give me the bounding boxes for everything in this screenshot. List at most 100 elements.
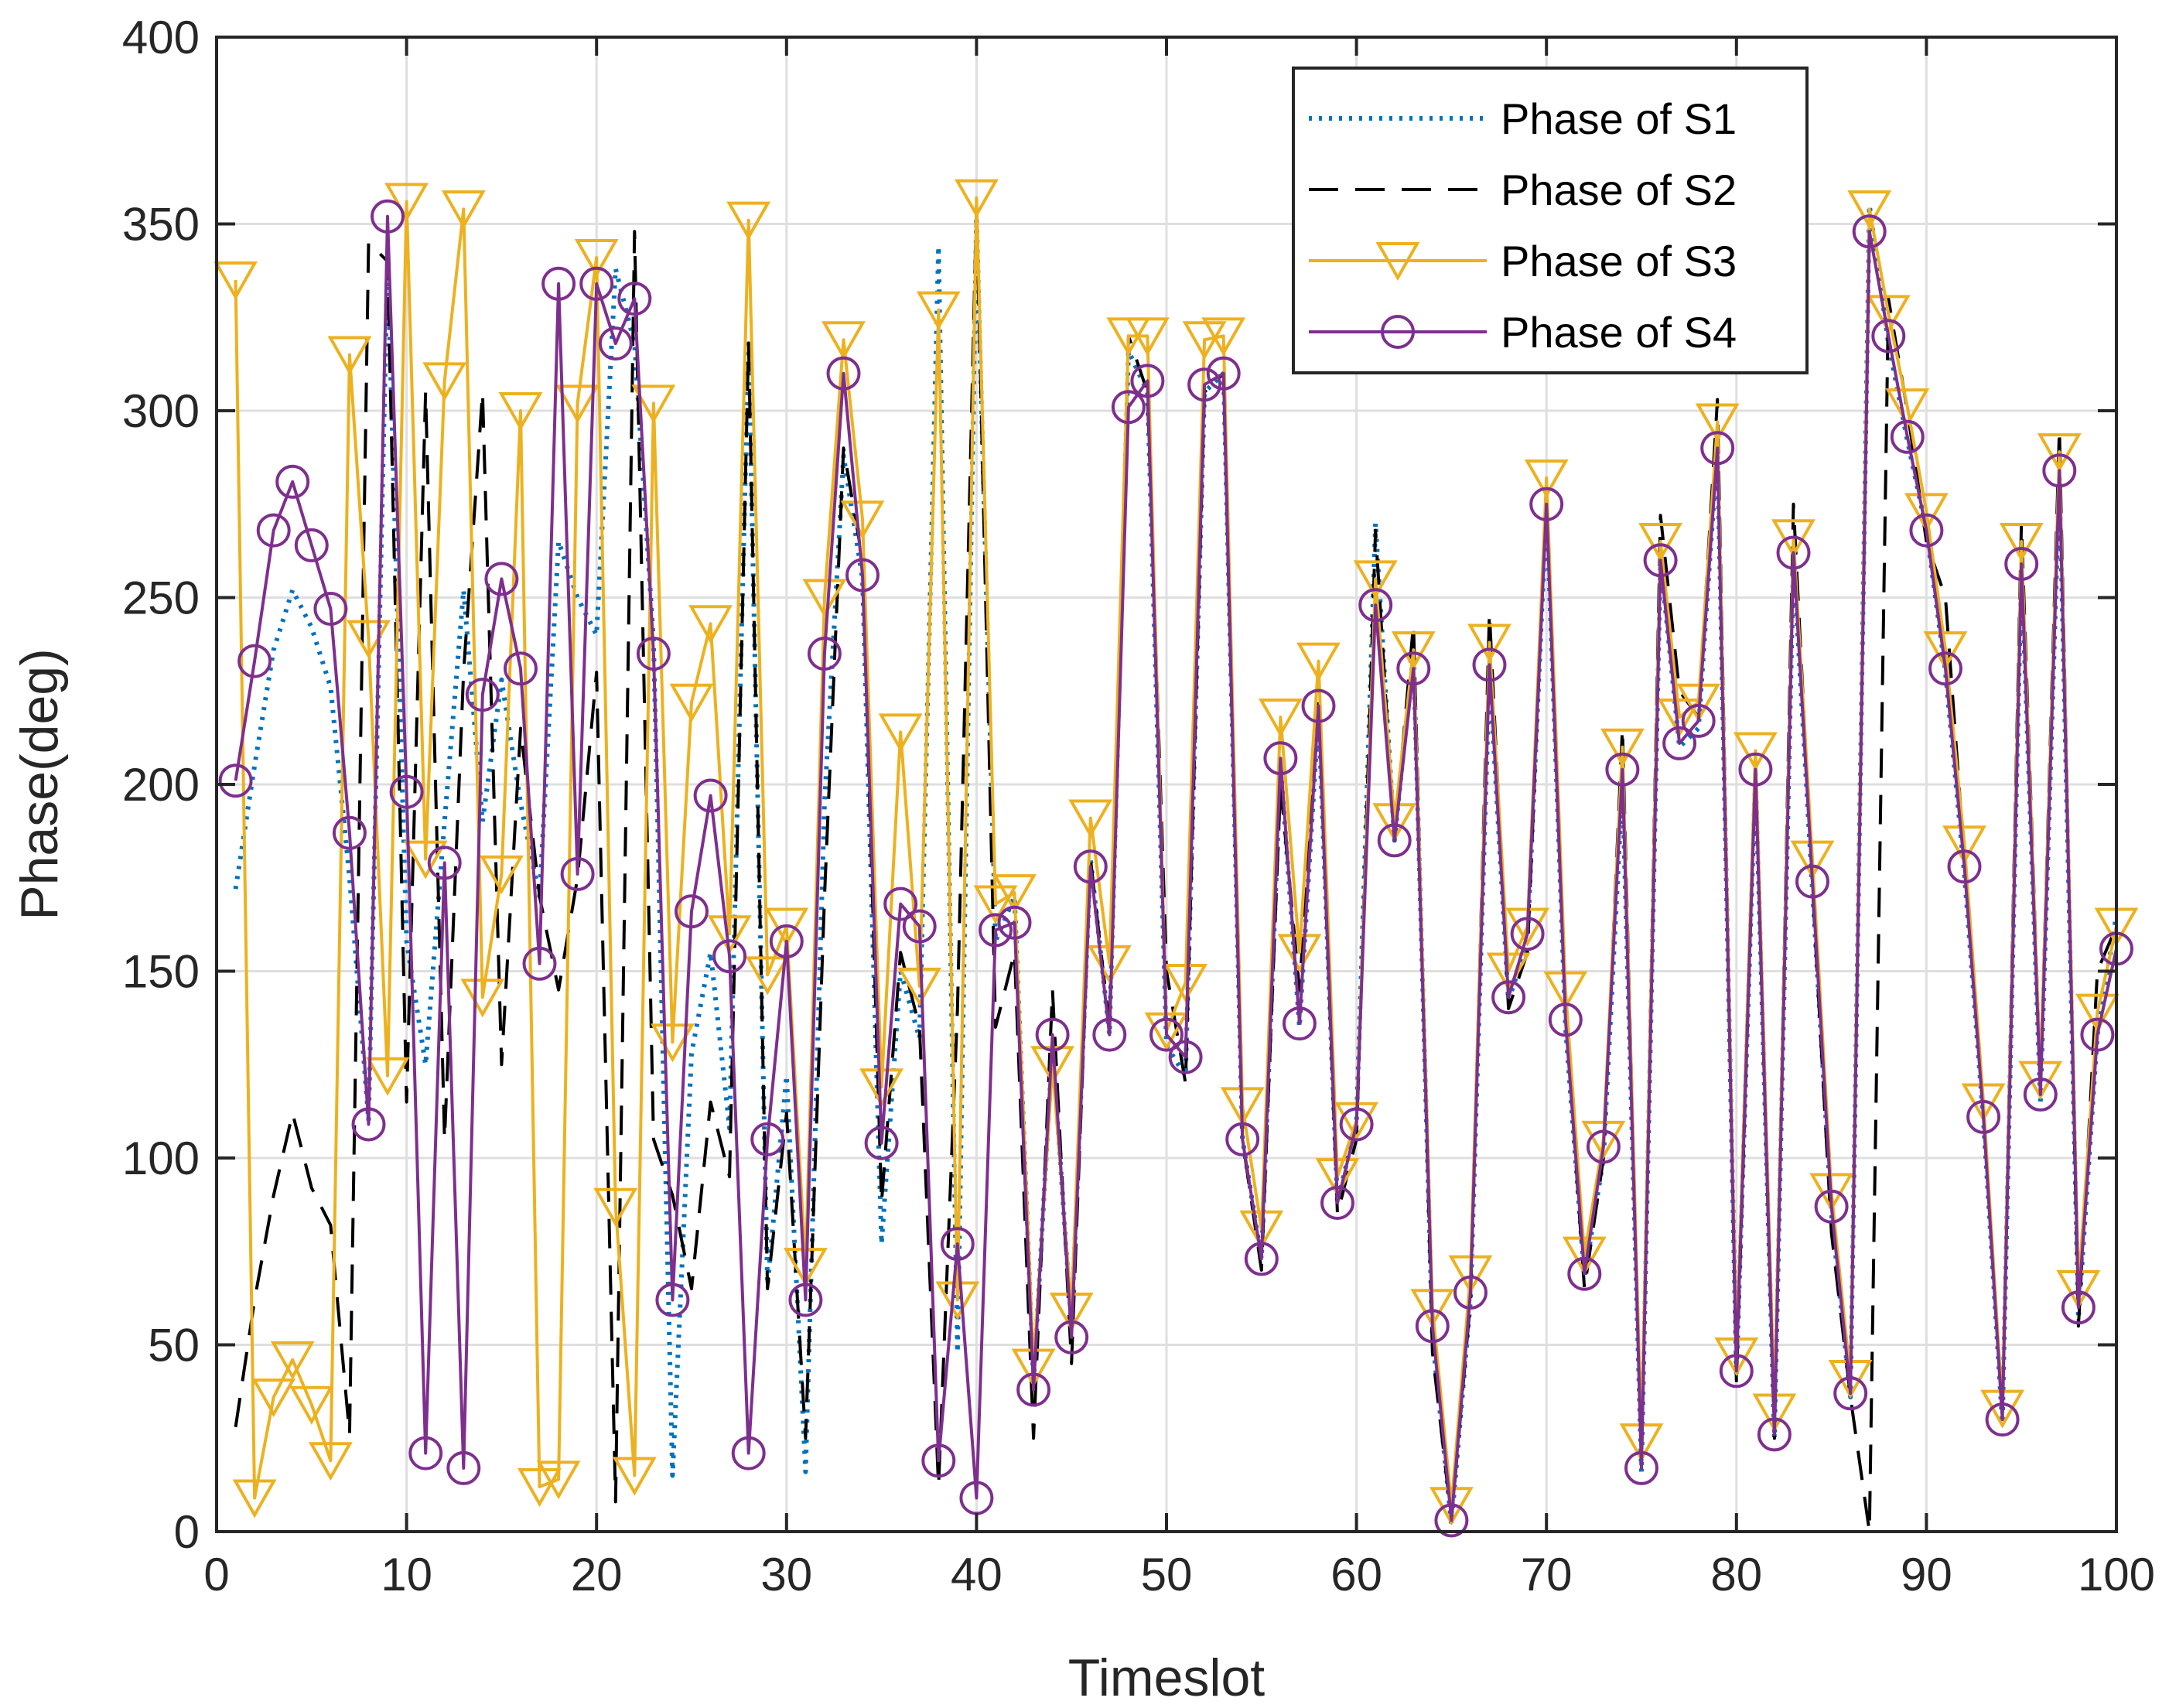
data-point-s4 <box>218 763 253 798</box>
data-point-s4 <box>2023 1077 2058 1112</box>
x-tick-label: 50 <box>1141 1549 1193 1600</box>
data-point-s4 <box>256 513 291 548</box>
data-point-s3 <box>479 855 524 894</box>
data-point-s3 <box>555 384 600 424</box>
data-point-s4 <box>1643 543 1678 578</box>
legend-box <box>1292 67 1809 374</box>
data-point-s3 <box>289 1385 334 1425</box>
data-point-s4 <box>1871 319 1906 354</box>
data-point-s4 <box>826 356 861 391</box>
data-point-s3 <box>1011 1348 1056 1388</box>
x-axis-title: Timeslot <box>1068 1648 1266 1707</box>
data-point-s3 <box>1999 523 2044 562</box>
data-point-s4 <box>675 894 709 929</box>
data-point-s3 <box>1885 388 1930 428</box>
data-point-s3 <box>1524 459 1569 498</box>
data-point-s4 <box>1415 1309 1450 1344</box>
x-tick-label: 30 <box>760 1549 812 1600</box>
x-tick-labels: 0 10 20 30 40 50 60 70 80 90 100 <box>203 1549 2155 1600</box>
data-point-s3 <box>612 1457 657 1496</box>
data-point-s4 <box>522 946 557 981</box>
data-point-s4 <box>1814 1189 1849 1224</box>
data-point-s3 <box>403 840 448 880</box>
data-point-s3 <box>631 384 676 424</box>
data-point-s3 <box>1771 519 1815 559</box>
series-s2 <box>234 203 2118 1533</box>
data-point-s3 <box>1277 934 1322 973</box>
data-point-s3 <box>1543 971 1588 1010</box>
data-point-s4 <box>1206 356 1241 391</box>
data-point-s3 <box>1201 317 1246 357</box>
data-point-s3 <box>441 190 486 230</box>
data-point-s3 <box>707 915 752 955</box>
data-point-s3 <box>1258 699 1303 738</box>
data-point-s4 <box>1225 1122 1260 1156</box>
data-point-s4 <box>1301 688 1336 723</box>
data-point-s3 <box>251 1378 296 1418</box>
data-point-s3 <box>821 321 866 360</box>
data-point-s3 <box>593 1187 638 1227</box>
data-point-s4 <box>1092 1017 1127 1052</box>
data-point-s3 <box>365 1057 410 1096</box>
data-point-s3 <box>1562 1236 1607 1276</box>
data-point-s4 <box>1358 588 1393 623</box>
data-point-s3 <box>1866 295 1911 334</box>
y-tick-label: 100 <box>122 1132 200 1184</box>
x-tick-label: 90 <box>1901 1549 1952 1600</box>
x-tick-label: 20 <box>571 1549 623 1600</box>
data-point-s3 <box>308 1442 353 1481</box>
data-point-s4 <box>750 1122 785 1156</box>
data-point-s4 <box>1035 1017 1070 1052</box>
data-point-s3 <box>802 579 847 618</box>
data-point-s4 <box>504 651 538 686</box>
data-point-s3 <box>1638 523 1682 562</box>
data-point-s3 <box>1049 1293 1094 1332</box>
data-point-s3 <box>1372 803 1417 842</box>
data-point-s4 <box>579 266 614 301</box>
legend-marker-triangle <box>1375 242 1420 282</box>
data-point-s4 <box>1890 419 1925 454</box>
data-point-s4 <box>864 1126 899 1160</box>
data-point-s4 <box>807 637 842 671</box>
x-tick-label: 100 <box>2078 1549 2155 1600</box>
data-point-s3 <box>1125 317 1170 357</box>
data-point-s4 <box>1966 1099 2001 1134</box>
data-point-s4 <box>541 266 576 301</box>
y-tick-label: 350 <box>122 199 200 251</box>
data-point-s4 <box>2004 547 2039 581</box>
data-point-s3 <box>498 392 543 432</box>
data-point-s4 <box>408 1436 443 1471</box>
data-point-s4 <box>2042 453 2077 488</box>
x-tick-label: 80 <box>1710 1549 1762 1600</box>
data-point-s3 <box>1695 403 1740 442</box>
data-point-s4 <box>598 326 633 361</box>
data-point-s3 <box>2037 433 2082 473</box>
data-point-s4 <box>1453 1275 1488 1310</box>
data-point-s4 <box>769 924 804 958</box>
data-point-s3 <box>1733 732 1778 771</box>
data-point-s4 <box>1320 1186 1354 1220</box>
data-point-s3 <box>1809 1173 1854 1212</box>
data-point-s3 <box>1315 1158 1360 1197</box>
data-point-s3 <box>669 683 714 722</box>
data-point-s3 <box>688 605 733 644</box>
data-point-s3 <box>1163 963 1207 1003</box>
data-point-s3 <box>1353 560 1398 600</box>
data-point-s4 <box>1282 1006 1317 1041</box>
legend: Phase of S1 Phase of S2 Phase of S3 Phas… <box>1292 67 1809 374</box>
data-point-s3 <box>840 500 885 540</box>
data-point-s4 <box>2061 1290 2096 1325</box>
data-point-s4 <box>1491 980 1526 1015</box>
y-tick-label: 50 <box>148 1320 200 1372</box>
data-point-s3 <box>745 956 790 996</box>
data-point-s4 <box>1510 917 1545 951</box>
data-point-s4 <box>1396 651 1431 686</box>
data-point-s3 <box>517 1468 562 1508</box>
data-point-s4 <box>1529 487 1564 521</box>
data-point-s4 <box>1263 741 1298 776</box>
data-point-s3 <box>878 713 923 753</box>
data-point-s4 <box>1168 1040 1203 1074</box>
data-point-s3 <box>536 1460 581 1500</box>
y-axis-title: Phase(deg) <box>10 648 69 921</box>
data-point-s4 <box>997 905 1032 940</box>
